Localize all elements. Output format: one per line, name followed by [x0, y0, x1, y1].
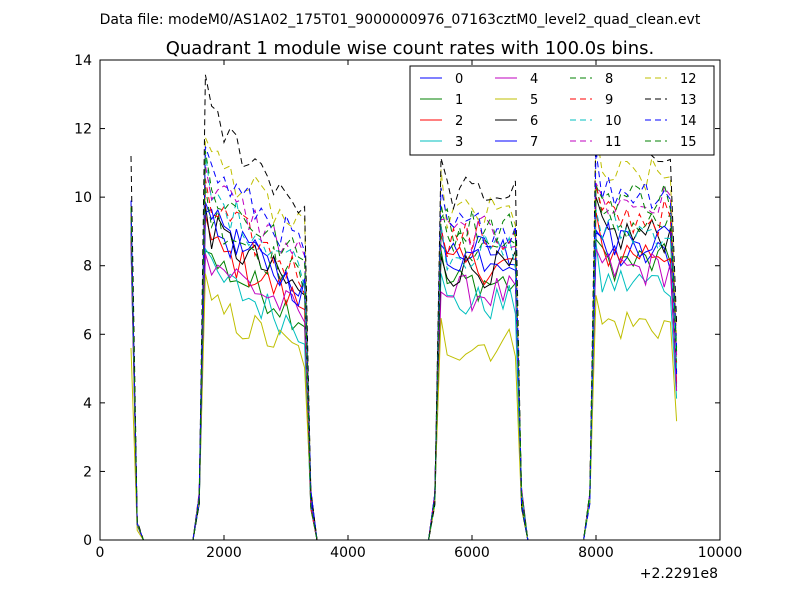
axes-frame — [99, 59, 721, 541]
series-line-10 — [130, 153, 678, 541]
series-line-3 — [130, 242, 678, 541]
series-line-4 — [130, 245, 678, 541]
chart-suptitle: Data file: modeM0/AS1A02_175T01_90000009… — [100, 12, 701, 28]
x-tick-label: 2000 — [206, 545, 242, 561]
y-tick-label: 12 — [74, 122, 92, 138]
plot-lines — [130, 74, 678, 541]
legend-label-9: 9 — [605, 93, 613, 108]
x-tick-label: 4000 — [330, 545, 366, 561]
y-tick-label: 4 — [83, 396, 92, 412]
y-tick-label: 0 — [83, 533, 92, 549]
legend-label-7: 7 — [530, 135, 538, 150]
series-line-13 — [130, 74, 678, 541]
x-tick-label: 6000 — [454, 545, 490, 561]
legend-label-5: 5 — [530, 93, 538, 108]
legend-label-13: 13 — [680, 93, 697, 108]
legend-label-0: 0 — [455, 72, 463, 87]
series-line-14 — [130, 146, 678, 541]
legend-label-3: 3 — [455, 135, 463, 150]
legend-label-11: 11 — [605, 135, 622, 150]
x-axis-ticks: 0 2000 4000 6000 8000 10000 — [96, 60, 743, 561]
legend-label-14: 14 — [680, 114, 697, 129]
y-tick-label: 8 — [83, 259, 92, 275]
legend-label-12: 12 — [680, 72, 697, 87]
legend-label-8: 8 — [605, 72, 613, 87]
series-line-5 — [130, 273, 678, 541]
y-tick-label: 2 — [83, 464, 92, 480]
series-line-6 — [130, 196, 678, 541]
x-tick-label: 8000 — [578, 545, 614, 561]
legend-label-10: 10 — [605, 114, 622, 129]
x-tick-label: 0 — [96, 545, 105, 561]
legend-label-6: 6 — [530, 114, 538, 129]
legend-frame — [409, 65, 715, 156]
series-line-9 — [130, 178, 678, 541]
series-line-7 — [130, 208, 678, 541]
legend-label-15: 15 — [680, 135, 697, 150]
legend-label-4: 4 — [530, 72, 538, 87]
x-axis-offset-label: +2.2291e8 — [640, 566, 718, 582]
x-tick-label: 10000 — [698, 545, 743, 561]
y-tick-label: 10 — [74, 190, 92, 206]
legend-label-2: 2 — [455, 114, 463, 129]
legend-label-1: 1 — [455, 93, 463, 108]
series-line-15 — [130, 150, 678, 541]
y-tick-label: 6 — [83, 327, 92, 343]
y-tick-label: 14 — [74, 53, 92, 69]
chart-title: Quadrant 1 module wise count rates with … — [166, 38, 655, 59]
series-line-12 — [130, 128, 678, 541]
